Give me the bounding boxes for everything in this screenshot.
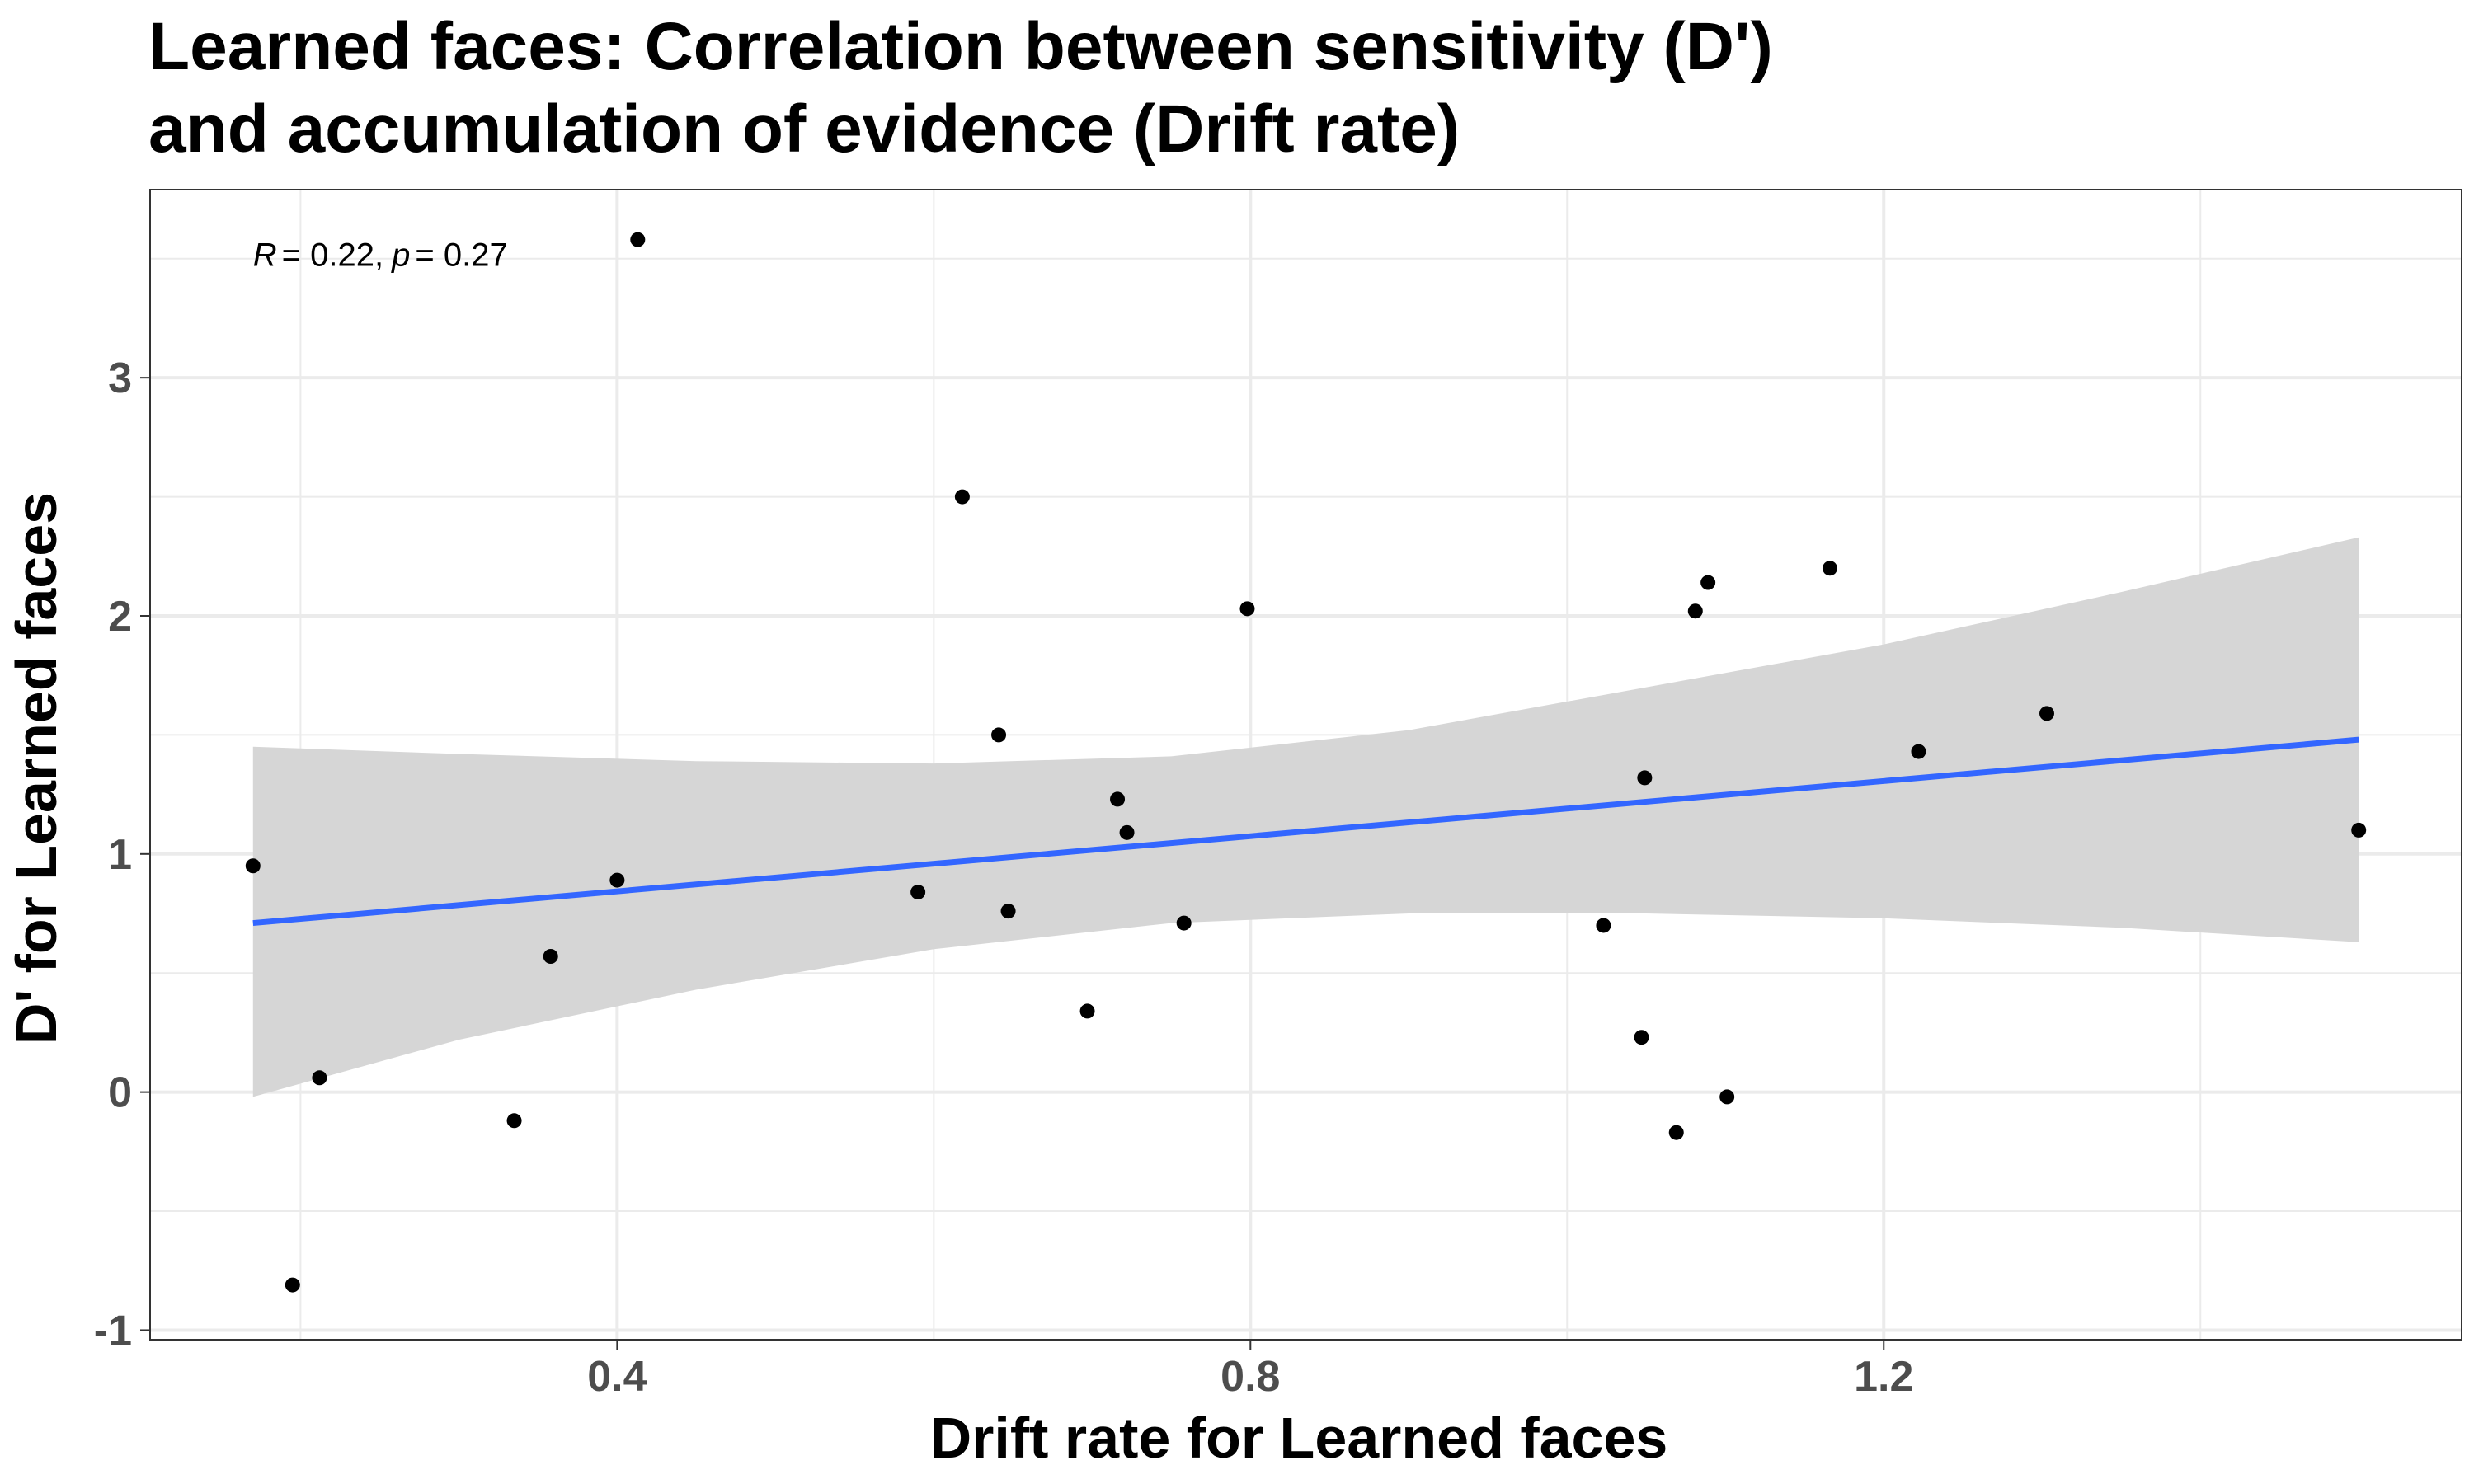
- y-tick-label: -1: [94, 1307, 132, 1355]
- y-tick-label: 3: [108, 355, 132, 402]
- data-point: [312, 1070, 327, 1086]
- data-point: [285, 1277, 300, 1293]
- y-tick-label: 1: [108, 831, 132, 879]
- data-point: [1822, 561, 1837, 576]
- correlation-annotation: R = 0.22, p = 0.27: [253, 237, 508, 273]
- x-tick-label: 1.2: [1854, 1353, 1913, 1401]
- data-point: [2351, 822, 2367, 838]
- data-points: [245, 232, 2367, 1293]
- data-point: [1911, 744, 1926, 759]
- data-point: [1239, 601, 1255, 617]
- data-point: [1687, 603, 1703, 619]
- axis-ticks: 0.4 0.8 1.2 -1 0 1 2 3: [94, 355, 1914, 1401]
- chart-title-line-1: Learned faces: Correlation between sensi…: [148, 9, 1773, 84]
- data-point: [1079, 1003, 1095, 1019]
- fit-line-layer: [252, 736, 2359, 927]
- annotation-p-symbol: p: [391, 237, 410, 273]
- data-point: [1119, 824, 1135, 840]
- x-tick-label: 0.8: [1221, 1353, 1280, 1401]
- data-point: [609, 872, 625, 888]
- y-tick-label: 2: [108, 593, 132, 641]
- data-point: [506, 1113, 522, 1129]
- data-point: [630, 232, 646, 247]
- data-point: [1110, 791, 1126, 807]
- x-tick-label: 0.4: [587, 1353, 647, 1401]
- data-point: [954, 489, 970, 505]
- data-point: [1000, 904, 1016, 919]
- data-point: [1596, 918, 1611, 933]
- data-point: [910, 885, 926, 900]
- data-point: [1634, 1030, 1649, 1045]
- data-point: [1637, 770, 1653, 786]
- data-point: [991, 727, 1007, 743]
- y-axis-title: D' for Learned faces: [4, 492, 68, 1045]
- annotation-r-value: = 0.22,: [282, 237, 383, 273]
- y-tick-label: 0: [108, 1069, 132, 1117]
- panel-border: [149, 189, 2462, 1341]
- data-point: [245, 858, 261, 874]
- data-point: [2039, 706, 2054, 721]
- data-point: [1176, 915, 1192, 931]
- confidence-band: [252, 537, 2359, 1097]
- annotation-r-symbol: R: [253, 237, 277, 273]
- data-point: [1668, 1125, 1684, 1140]
- regression-line: [252, 736, 2359, 927]
- x-axis-title: Drift rate for Learned faces: [930, 1406, 1668, 1470]
- data-point: [1719, 1089, 1735, 1105]
- confidence-band-layer: [252, 537, 2359, 1097]
- chart-title-line-2: and accumulation of evidence (Drift rate…: [148, 92, 1460, 167]
- data-point: [1700, 575, 1716, 590]
- data-point: [543, 949, 558, 964]
- annotation-p-value: = 0.27: [415, 237, 507, 273]
